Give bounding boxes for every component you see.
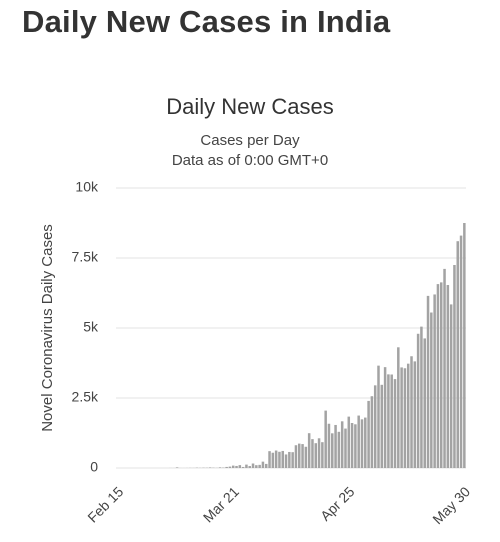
bar xyxy=(340,421,344,468)
bar xyxy=(459,235,463,468)
bar xyxy=(373,385,377,468)
bar xyxy=(327,423,331,468)
bar xyxy=(258,464,261,468)
bar xyxy=(228,466,232,468)
bar xyxy=(383,367,387,468)
bar xyxy=(291,452,294,468)
x-tick-label: Feb 15 xyxy=(84,483,126,525)
bar xyxy=(255,465,258,468)
bar xyxy=(380,384,384,468)
y-tick-label: 0 xyxy=(90,459,98,475)
bar xyxy=(360,419,364,468)
bar xyxy=(334,424,337,468)
bar xyxy=(208,467,212,468)
bar xyxy=(364,417,367,468)
bar xyxy=(453,265,456,468)
bar xyxy=(304,446,308,468)
chart-title: Daily New Cases xyxy=(166,94,334,119)
bar xyxy=(443,268,446,468)
bar xyxy=(456,241,459,468)
x-tick-label: Apr 25 xyxy=(317,483,358,524)
page-title: Daily New Cases in India xyxy=(22,4,391,39)
bar xyxy=(426,295,430,468)
bar xyxy=(284,454,288,468)
bar xyxy=(410,356,413,468)
y-axis-label: Novel Coronavirus Daily Cases xyxy=(39,224,56,432)
chart-subtitle: Data as of 0:00 GMT+0 xyxy=(172,152,328,169)
bar xyxy=(449,304,453,468)
bar xyxy=(397,347,400,468)
bar xyxy=(406,363,410,468)
bar xyxy=(354,424,357,468)
bar xyxy=(251,463,255,468)
bar xyxy=(311,439,314,468)
x-tick-label: Mar 21 xyxy=(200,483,242,525)
bar xyxy=(413,361,417,468)
bar xyxy=(377,365,380,468)
bar xyxy=(324,410,327,468)
bar xyxy=(350,423,354,468)
bar xyxy=(307,433,311,468)
bar xyxy=(416,333,420,468)
x-tick-label: May 30 xyxy=(429,483,473,527)
bar xyxy=(390,374,393,468)
bar xyxy=(314,443,318,468)
bar xyxy=(231,465,235,468)
bar xyxy=(439,282,443,468)
bar xyxy=(357,415,360,468)
bar xyxy=(400,367,403,468)
bar xyxy=(331,433,334,468)
bar xyxy=(298,443,301,468)
bar xyxy=(225,466,228,468)
y-tick-label: 7.5k xyxy=(72,249,99,265)
bar xyxy=(430,312,433,468)
bar xyxy=(317,438,321,468)
y-tick-label: 2.5k xyxy=(72,389,99,405)
bar xyxy=(271,452,275,468)
bar xyxy=(344,428,347,468)
bar xyxy=(175,467,179,468)
bar xyxy=(288,451,291,468)
bar xyxy=(241,466,245,468)
bar xyxy=(463,223,466,468)
bar xyxy=(370,396,374,468)
bar xyxy=(268,451,271,468)
bar xyxy=(367,400,370,468)
bar xyxy=(218,467,222,468)
bar xyxy=(387,374,390,468)
bar xyxy=(420,326,423,468)
bar xyxy=(238,465,242,468)
y-tick-label: 10k xyxy=(75,179,99,195)
bar xyxy=(321,442,324,468)
bar xyxy=(235,465,238,468)
bar xyxy=(423,338,426,468)
bar xyxy=(278,451,281,468)
bar xyxy=(436,284,440,468)
bar xyxy=(264,463,268,468)
bar xyxy=(433,294,436,468)
bar xyxy=(248,466,251,468)
chart-subtitle: Cases per Day xyxy=(200,132,300,149)
bar xyxy=(403,368,407,468)
bar xyxy=(274,450,278,468)
bar xyxy=(261,461,265,468)
bar xyxy=(446,285,450,468)
bar xyxy=(301,444,304,468)
bar xyxy=(347,416,351,468)
bar xyxy=(294,445,298,468)
y-tick-label: 5k xyxy=(83,319,99,335)
bar xyxy=(245,464,248,468)
bar xyxy=(337,431,341,468)
bar xyxy=(281,450,284,468)
bar xyxy=(393,379,397,468)
